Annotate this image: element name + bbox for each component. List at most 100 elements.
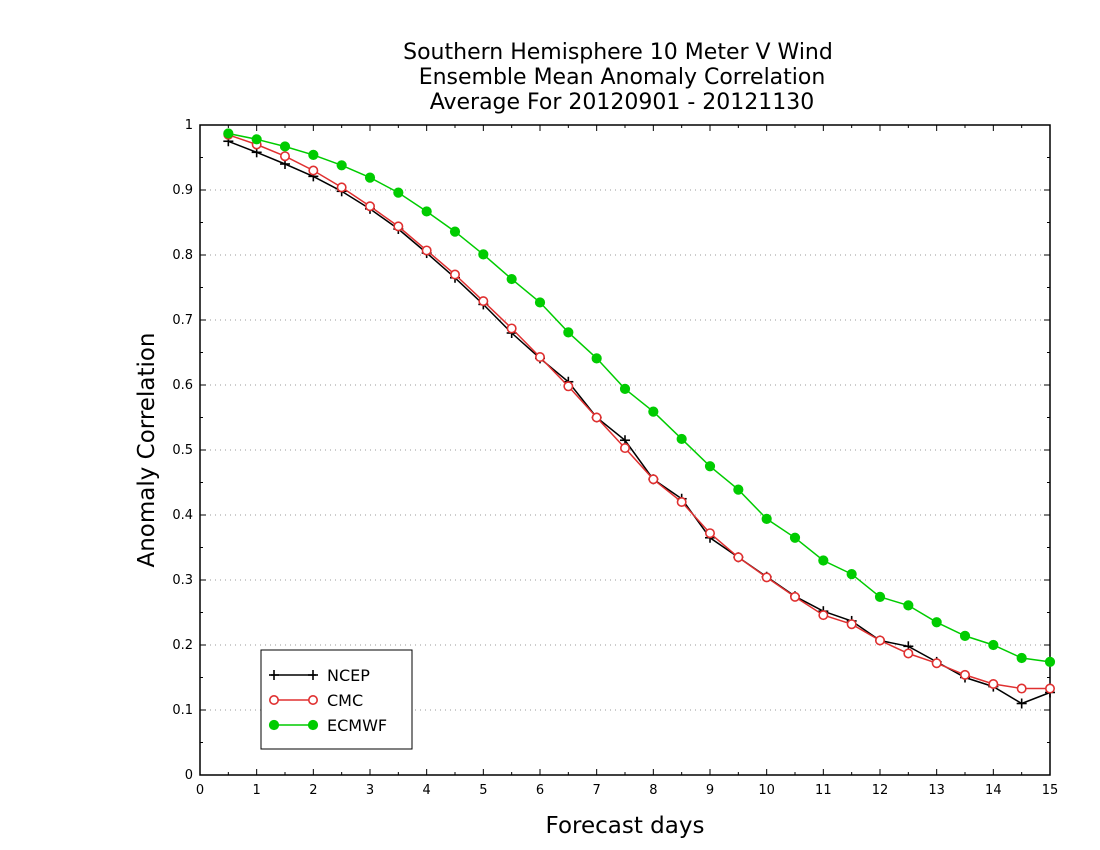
series-line-cmc [228,134,1050,690]
data-point-cmc-6 [393,221,404,232]
data-point-ecmwf-14 [619,383,631,394]
y-tick-label-9: 0.9 [172,183,193,198]
title-line-2: Ensemble Mean Anomaly Correlation [419,65,826,90]
x-tick-label-10: 10 [758,783,775,798]
data-point-ecmwf-17 [704,461,716,472]
x-tick-label-2: 2 [309,783,317,798]
data-point-ecmwf-18 [733,484,744,495]
x-tick-label-3: 3 [366,783,374,798]
axis-ticks [199,124,1051,776]
chart-title: Southern Hemisphere 10 Meter V Wind Ense… [403,40,833,115]
data-point-cmc-27 [988,678,999,689]
legend-entries: NCEP CMC ECMWF [268,666,387,735]
series-line-ncep [228,140,1051,705]
x-tick-label-11: 11 [815,783,832,798]
data-point-ecmwf-9 [478,249,489,260]
title-line-1: Southern Hemisphere 10 Meter V Wind [403,40,833,65]
legend-marker-left-cmc [268,694,279,705]
data-point-ecmwf-27 [988,639,999,651]
data-point-ecmwf-4 [336,160,347,171]
data-point-cmc-13 [591,412,602,423]
x-tick-label-6: 6 [536,783,544,798]
data-point-cmc-4 [336,182,347,193]
data-point-ecmwf-8 [449,226,461,237]
data-point-cmc-28 [1016,683,1027,694]
x-tick-label-13: 13 [928,783,945,798]
series-ncep [223,136,1055,709]
legend: NCEP CMC ECMWF [260,649,413,750]
legend-marker-right-ecmwf [307,719,319,731]
data-point-cmc-15 [648,474,659,485]
data-point-ecmwf-19 [761,513,772,525]
data-point-ecmwf-20 [789,532,801,543]
x-tick-label-9: 9 [706,783,714,798]
data-point-ecmwf-7 [421,206,432,217]
data-point-cmc-8 [449,269,460,280]
data-point-ecmwf-22 [846,569,857,580]
data-point-ecmwf-15 [648,406,659,417]
data-point-cmc-12 [563,381,574,392]
y-tick-label-5: 0.5 [172,443,193,458]
legend-marker-left-ncep [269,670,279,680]
data-point-ecmwf-26 [959,630,971,642]
data-point-cmc-21 [818,610,829,621]
legend-entry-cmc: CMC [268,691,363,710]
data-point-cmc-16 [676,496,687,507]
y-tick-label-4: 0.4 [172,508,193,523]
data-point-ecmwf-24 [903,600,914,611]
legend-label-ncep: NCEP [327,666,370,685]
series-line-ecmwf [228,132,1051,663]
y-axis-label: Anomaly Correlation [134,332,160,567]
x-tick-label-8: 8 [649,783,657,798]
y-tick-label-6: 0.6 [172,378,193,393]
data-point-ecmwf-12 [563,327,574,338]
data-point-cmc-25 [931,658,942,669]
legend-marker-left-ecmwf [268,719,280,731]
data-point-ecmwf-0 [223,128,234,139]
data-point-ecmwf-10 [506,273,517,285]
data-point-cmc-29 [1045,683,1056,694]
data-point-ecmwf-28 [1016,652,1027,664]
data-point-cmc-24 [903,648,914,659]
data-point-cmc-10 [506,323,517,334]
x-tick-label-1: 1 [253,783,261,798]
data-point-cmc-11 [534,352,545,363]
y-tick-label-7: 0.7 [172,313,193,328]
data-point-ecmwf-21 [818,555,829,566]
x-tick-label-15: 15 [1042,783,1059,798]
data-point-ecmwf-1 [251,134,262,145]
data-point-ecmwf-5 [364,172,376,183]
legend-label-cmc: CMC [327,691,363,710]
data-point-ecmwf-13 [591,353,602,364]
data-point-ecmwf-3 [308,149,319,160]
x-axis-label: Forecast days [546,813,705,839]
x-tick-label-14: 14 [985,783,1002,798]
data-point-ecmwf-11 [534,297,546,308]
title-line-3: Average For 20120901 - 20121130 [430,90,815,115]
x-tick-label-12: 12 [872,783,889,798]
data-point-cmc-26 [959,669,970,680]
data-point-cmc-3 [308,165,319,176]
series-ecmwf [223,128,1056,668]
x-tick-label-5: 5 [479,783,487,798]
legend-marker-right-ncep [308,670,318,680]
data-point-ecmwf-29 [1044,656,1056,668]
y-tick-label-8: 0.8 [172,248,193,263]
data-point-cmc-5 [364,201,375,212]
y-tick-label-10: 1 [185,118,193,133]
data-point-cmc-9 [478,296,489,307]
legend-entry-ncep: NCEP [269,666,370,685]
data-point-cmc-7 [421,245,432,256]
data-point-ncep-28 [1016,698,1027,709]
y-tick-labels: 0 0.1 0.2 0.3 0.4 0.5 0.6 0.7 0.8 0.9 1 [172,118,193,783]
series-layer [223,128,1056,709]
legend-label-ecmwf: ECMWF [327,716,387,735]
x-tick-labels: 0 1 2 3 4 5 6 7 8 9 10 11 12 13 14 15 [196,783,1058,798]
legend-entry-ecmwf: ECMWF [268,716,387,735]
data-point-cmc-14 [619,443,630,454]
data-point-cmc-22 [846,619,857,630]
y-tick-label-2: 0.2 [172,638,193,653]
x-tick-label-0: 0 [196,783,204,798]
data-point-cmc-18 [733,552,744,563]
